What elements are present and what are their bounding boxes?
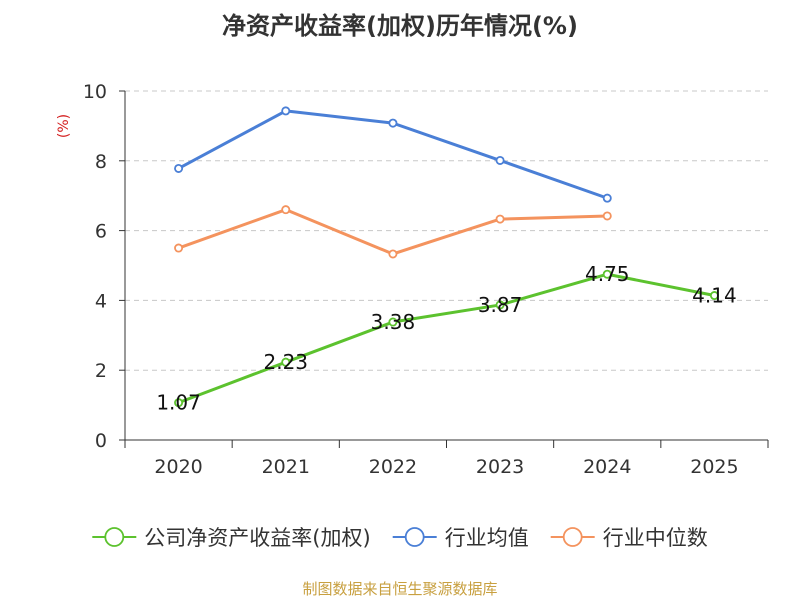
data-label: 3.38 — [371, 310, 416, 334]
x-tick-label: 2023 — [476, 456, 524, 478]
axes: 0 2 4 6 8 10 (%) 2020 2021 2022 2023 2024 2025 — [56, 81, 769, 478]
y-tick-label: 4 — [95, 290, 107, 312]
data-point[interactable] — [174, 398, 184, 408]
legend-marker — [404, 527, 425, 547]
legend-label: 公司净资产收益率(加权) — [144, 526, 370, 550]
grid-lines — [125, 90, 768, 371]
data-point[interactable] — [495, 155, 505, 165]
legend-marker — [562, 527, 583, 547]
data-point[interactable] — [174, 243, 184, 253]
data-point[interactable] — [495, 214, 505, 224]
legend[interactable]: 公司净资产收益率(加权) 行业均值 行业中位数 — [92, 526, 708, 550]
y-tick-label: 8 — [95, 151, 107, 173]
data-point[interactable] — [174, 163, 184, 173]
data-point[interactable] — [602, 193, 612, 203]
y-tick-label: 0 — [95, 430, 107, 452]
data-point[interactable] — [281, 205, 291, 215]
x-tick-label: 2021 — [262, 456, 310, 478]
legend-item-0[interactable]: 公司净资产收益率(加权) — [92, 526, 371, 550]
legend-item-1[interactable]: 行业均值 — [392, 526, 529, 550]
legend-item-2[interactable]: 行业中位数 — [550, 526, 708, 550]
y-axis-label: (%) — [56, 114, 72, 138]
data-point[interactable] — [709, 291, 719, 301]
chart-title: 净资产收益率(加权)历年情况(%) — [222, 12, 578, 40]
data-point[interactable] — [388, 249, 398, 259]
x-tick-label: 2025 — [690, 456, 738, 478]
x-tick-label: 2020 — [154, 456, 202, 478]
data-point[interactable] — [388, 118, 398, 128]
series-line-2 — [178, 208, 608, 256]
series-layer — [174, 106, 719, 408]
data-point[interactable] — [602, 269, 612, 279]
data-label: 4.75 — [585, 262, 630, 286]
y-tick-label: 6 — [95, 221, 107, 243]
data-label: 1.07 — [156, 391, 201, 415]
data-labels: 1.07 2.23 3.38 3.87 4.75 4.14 — [156, 262, 736, 414]
x-tick-label: 2024 — [583, 456, 631, 478]
data-point[interactable] — [495, 300, 505, 310]
y-tick-label: 10 — [83, 81, 107, 103]
data-point[interactable] — [388, 317, 398, 327]
data-label: 3.87 — [478, 293, 523, 317]
data-label: 4.14 — [692, 284, 737, 308]
source-note: 制图数据来自恒生聚源数据库 — [302, 580, 498, 598]
y-tick-label: 2 — [95, 360, 107, 382]
legend-marker — [104, 527, 125, 547]
data-label: 2.23 — [263, 350, 308, 374]
legend-label: 行业均值 — [445, 526, 529, 550]
data-point[interactable] — [602, 211, 612, 221]
series-line-0 — [178, 272, 715, 405]
data-point[interactable] — [281, 106, 291, 116]
data-point[interactable] — [281, 357, 291, 367]
legend-label: 行业中位数 — [603, 526, 708, 550]
x-tick-label: 2022 — [369, 456, 417, 478]
